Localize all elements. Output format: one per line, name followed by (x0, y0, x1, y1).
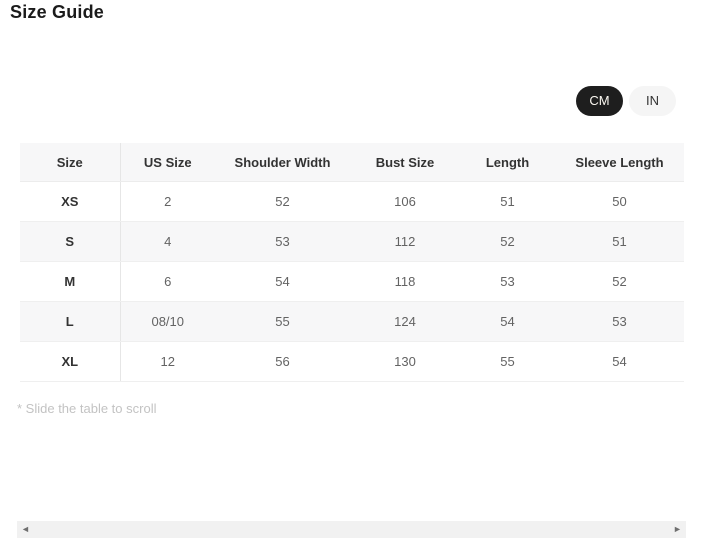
column-header-bust-size: Bust Size (350, 143, 460, 182)
cell-size: XL (20, 341, 121, 382)
cell-bust-size: 124 (350, 301, 460, 342)
column-header-sleeve-length: Sleeve Length (555, 143, 684, 182)
column-header-us-size: US Size (120, 143, 215, 182)
cell-size: M (20, 261, 121, 302)
table-row-xs: XS 2 52 106 51 50 (20, 181, 684, 222)
cell-size: L (20, 301, 121, 342)
cell-bust-size: 130 (350, 341, 460, 382)
size-table: Size US Size Shoulder Width Bust Size Le… (20, 143, 684, 382)
cell-size: S (20, 221, 121, 262)
column-header-size: Size (20, 143, 121, 182)
page-title: Size Guide (10, 2, 105, 22)
cell-sleeve-length: 54 (555, 341, 684, 382)
cell-shoulder-width: 54 (215, 261, 350, 302)
scroll-hint-text: * Slide the table to scroll (17, 401, 157, 416)
cell-bust-size: 118 (350, 261, 460, 302)
cell-length: 52 (460, 221, 555, 262)
cell-length: 51 (460, 181, 555, 222)
cell-sleeve-length: 53 (555, 301, 684, 342)
cell-sleeve-length: 50 (555, 181, 684, 222)
cell-bust-size: 112 (350, 221, 460, 262)
size-table-container[interactable]: Size US Size Shoulder Width Bust Size Le… (17, 143, 686, 538)
cell-shoulder-width: 55 (215, 301, 350, 342)
scrollbar-track[interactable] (34, 521, 669, 538)
table-row-m: M 6 54 118 53 52 (20, 261, 684, 302)
cell-sleeve-length: 52 (555, 261, 684, 302)
scroll-right-arrow-icon[interactable]: ► (673, 524, 682, 534)
table-row-xl: XL 12 56 130 55 54 (20, 341, 684, 382)
cell-shoulder-width: 52 (215, 181, 350, 222)
cell-us-size: 2 (120, 181, 215, 222)
cell-shoulder-width: 56 (215, 341, 350, 382)
cell-us-size: 12 (120, 341, 215, 382)
cell-size: XS (20, 181, 121, 222)
cell-shoulder-width: 53 (215, 221, 350, 262)
cell-length: 55 (460, 341, 555, 382)
table-row-s: S 4 53 112 52 51 (20, 221, 684, 262)
horizontal-scrollbar[interactable]: ◄ ► (17, 521, 686, 538)
cell-us-size: 6 (120, 261, 215, 302)
unit-cm-button[interactable]: CM (576, 86, 623, 116)
cell-us-size: 08/10 (120, 301, 215, 342)
cell-length: 53 (460, 261, 555, 302)
unit-in-button[interactable]: IN (629, 86, 676, 116)
table-header-row: Size US Size Shoulder Width Bust Size Le… (20, 143, 684, 182)
column-header-shoulder-width: Shoulder Width (215, 143, 350, 182)
column-header-length: Length (460, 143, 555, 182)
scroll-left-arrow-icon[interactable]: ◄ (21, 524, 30, 534)
unit-toggle: CM IN (576, 86, 676, 116)
cell-sleeve-length: 51 (555, 221, 684, 262)
table-row-l: L 08/10 55 124 54 53 (20, 301, 684, 342)
cell-bust-size: 106 (350, 181, 460, 222)
cell-length: 54 (460, 301, 555, 342)
cell-us-size: 4 (120, 221, 215, 262)
